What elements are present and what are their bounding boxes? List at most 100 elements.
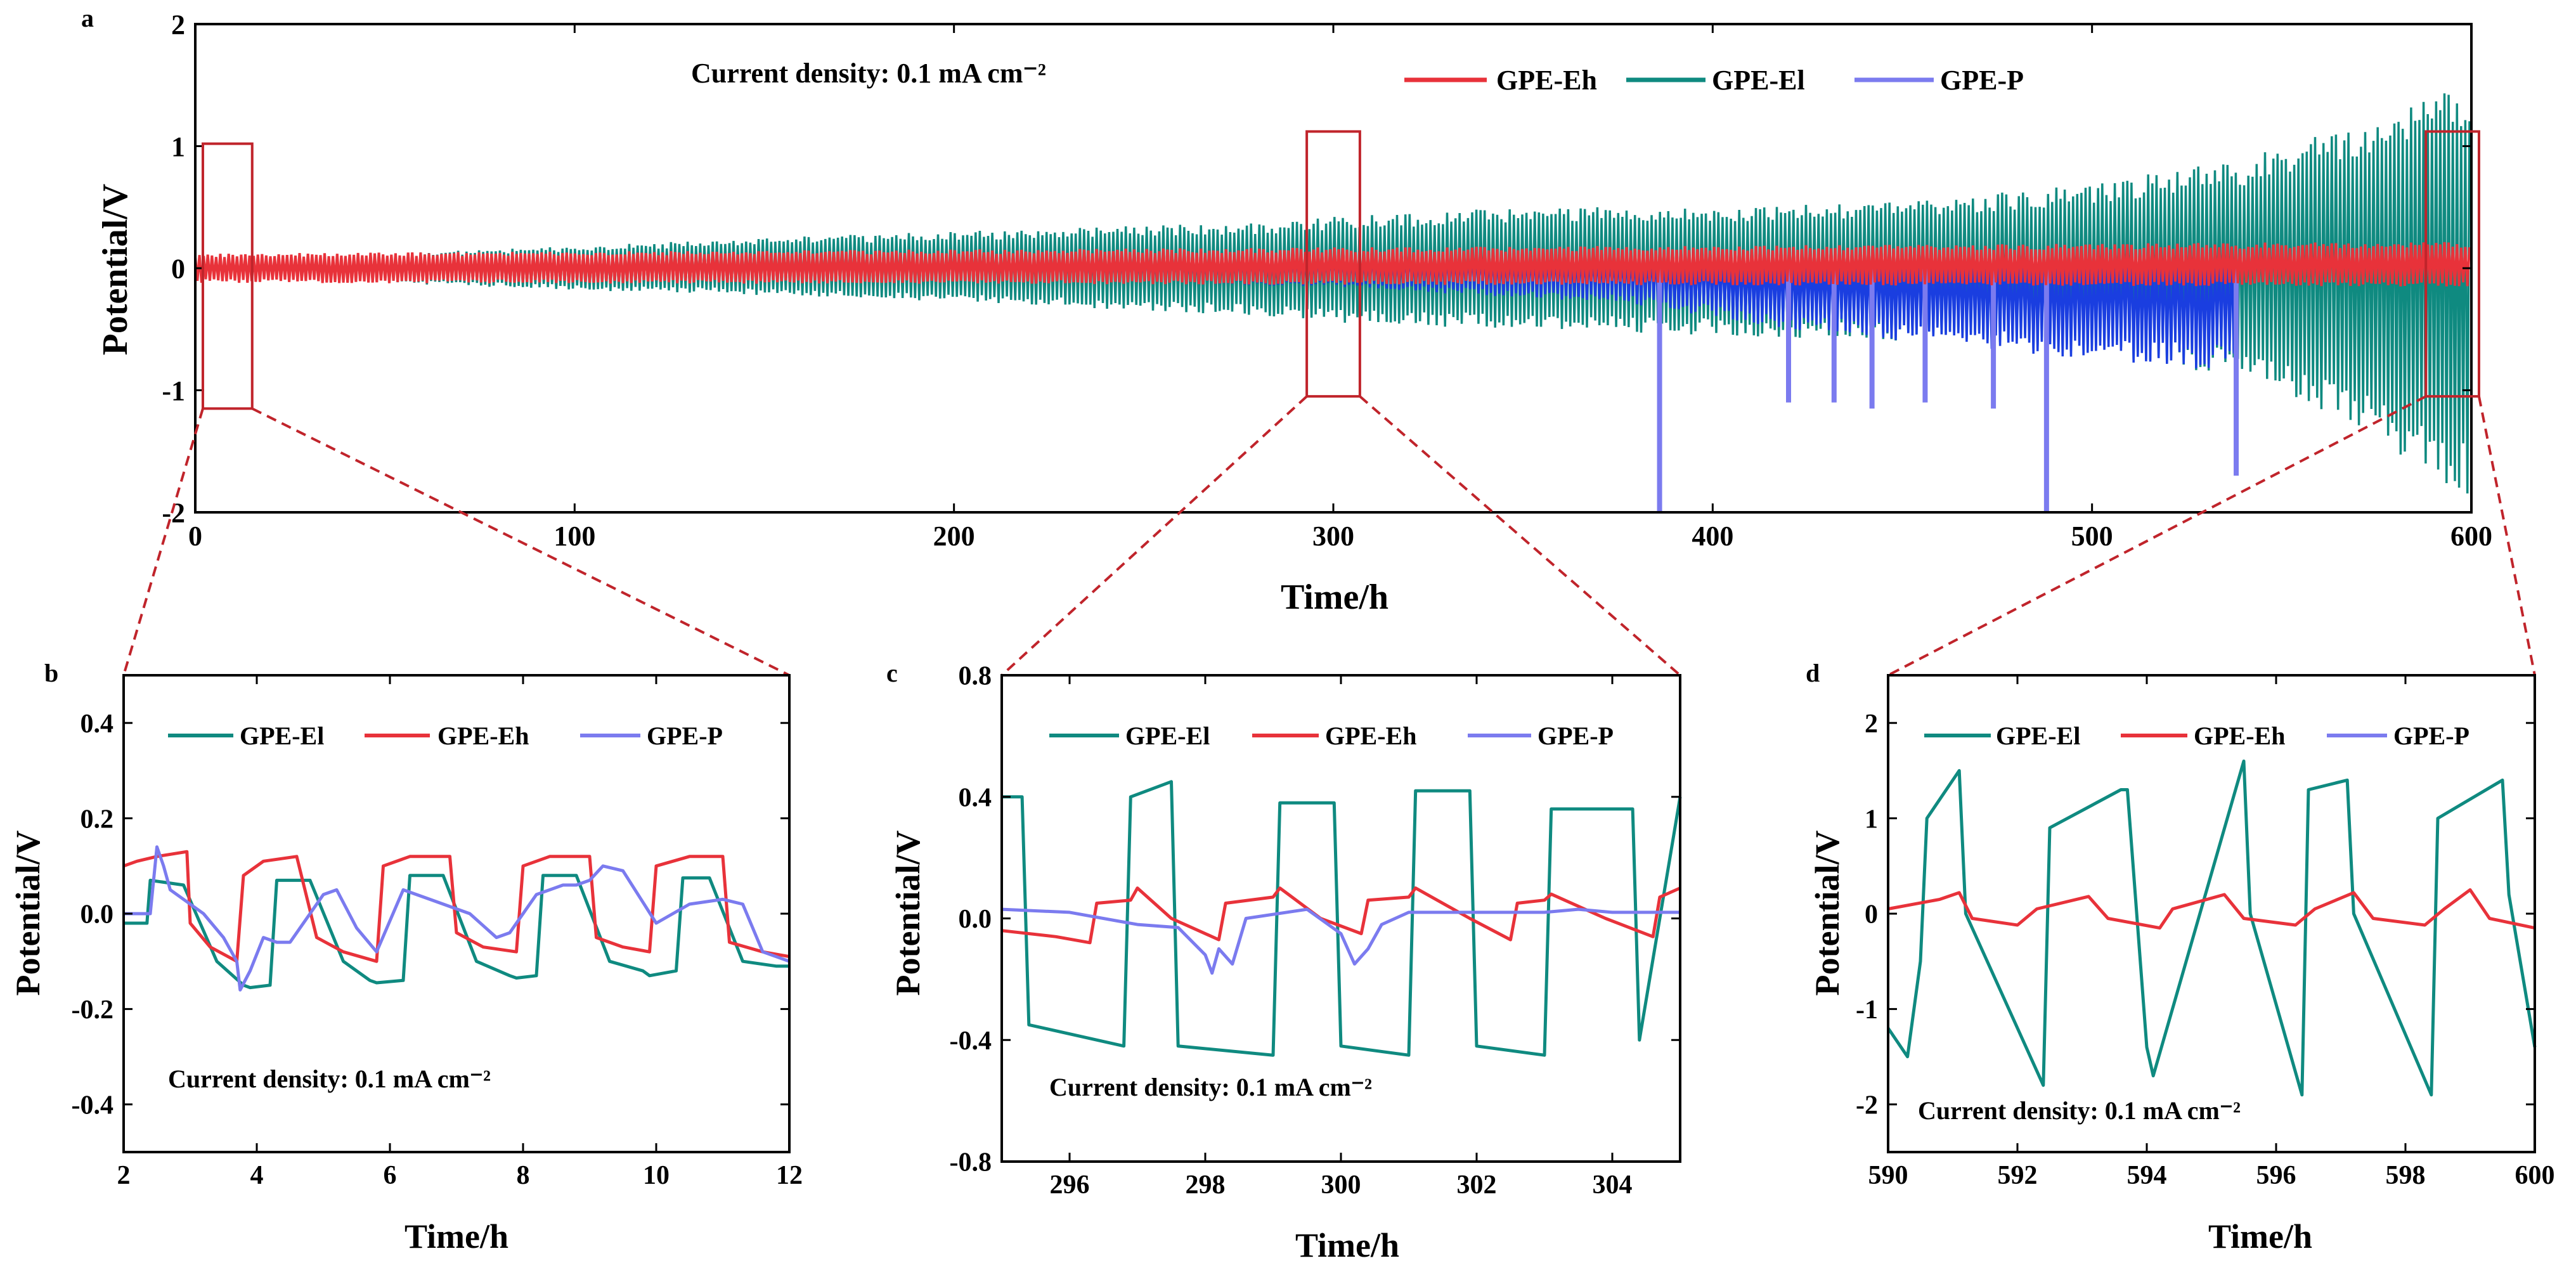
panel-b-ylabel: Potential/V [9,831,47,996]
panel-b-series-gpe-p [124,845,790,992]
panel-b-xtick-label: 12 [776,1161,803,1190]
panel-a-series-gpe-eh [194,242,2471,287]
panel-c-series-gpe-eh [1001,886,1681,945]
legend-b-eh-label: GPE-Eh [437,722,529,750]
panel-a-xtick-label: 100 [553,521,595,552]
panel-b: b 2 4 6 8 10 12 0.4 0.2 0.0 -0.2 -0.4 Time/h Poten… [9,659,803,1255]
panel-c-annotation: Current density: 0.1 mA cm⁻² [1049,1073,1372,1101]
panel-d: d 590 592 594 596 598 600 2 1 0 -1 -2 Time/h Poten… [1806,659,2555,1255]
legend-d-el-label: GPE-El [1996,722,2080,750]
panel-a-xtick-label: 600 [2450,521,2492,552]
panel-label-d: d [1806,659,1820,687]
panel-d-ytick-label: 0 [1865,900,1878,930]
panel-d-series-gpe-eh [1887,888,2535,930]
panel-c-ytick-label: 0.8 [959,662,992,691]
panel-c-xlabel: Time/h [1295,1226,1399,1264]
panel-d-annotation: Current density: 0.1 mA cm⁻² [1918,1096,2241,1125]
legend-c-p-label: GPE-P [1537,722,1614,750]
panel-d-ytick-label: -1 [1856,995,1878,1025]
zoom-connector-lines [122,395,2536,677]
legend-c-eh-label: GPE-Eh [1325,722,1416,750]
panel-b-ytick-label: 0.0 [81,900,114,930]
panel-c-xtick-label: 296 [1050,1170,1090,1200]
panel-b-xtick-label: 8 [517,1161,530,1190]
panel-d-xtick-label: 594 [2127,1161,2167,1190]
legend-a-p-label: GPE-P [1940,65,2024,96]
panel-b-annotation: Current density: 0.1 mA cm⁻² [168,1065,491,1093]
legend-a-el-label: GPE-El [1712,65,1805,96]
legend-d-p-label: GPE-P [2393,722,2469,750]
zoom-connector-right-2 [1359,395,1681,677]
panel-c: c 296 298 300 302 304 0.8 0.4 0.0 -0.4 -0.8 Time/… [886,659,1682,1264]
panel-a-xtick-label: 300 [1312,521,1354,552]
legend-a-eh-label: GPE-Eh [1496,65,1597,96]
panel-b-ytick-label: -0.2 [72,995,114,1025]
panel-a-ylabel: Potential/V [96,184,135,356]
panel-d-plot-area: 590 592 594 596 598 600 2 1 0 -1 -2 [1856,674,2555,1190]
panel-a-zoom-box-2 [1305,130,1361,398]
panel-label-c: c [886,659,898,687]
panel-b-xtick-label: 6 [384,1161,397,1190]
panel-b-ytick-label: 0.4 [81,710,114,739]
panel-c-plot-area: 296 298 300 302 304 0.8 0.4 0.0 -0.4 -0.8 [950,662,1682,1200]
panel-d-xtick-label: 600 [2515,1161,2555,1190]
legend-b-el-label: GPE-El [240,722,324,750]
panel-c-ytick-label: 0.0 [959,905,992,934]
panel-b-series-gpe-eh [123,850,790,963]
panel-d-ytick-label: -2 [1856,1091,1878,1120]
panel-c-xtick-label: 300 [1321,1170,1361,1200]
panel-label-b: b [44,659,58,687]
legend-b-p-label: GPE-P [647,722,723,750]
legend-c-el-label: GPE-El [1125,722,1210,750]
panel-d-series-gpe-el [1886,759,2537,1097]
panel-a-zoom-box-1 [201,142,254,410]
panel-c-ylabel: Potential/V [889,831,927,996]
panel-d-ytick-label: 2 [1865,710,1878,739]
panel-c-series-gpe-p [1001,907,1680,975]
zoom-connector-left-3 [1887,395,2427,677]
panel-a-ytick-label: -1 [162,375,185,406]
panel-d-xtick-label: 596 [2256,1161,2296,1190]
panel-a-ytick-label: -2 [162,497,185,528]
panel-d-ytick-label: 1 [1865,805,1878,834]
zoom-connector-right-1 [251,407,790,677]
panel-a-xlabel: Time/h [1281,578,1388,617]
panel-c-ytick-label: -0.8 [950,1148,992,1177]
panel-d-xtick-label: 590 [1868,1161,1908,1190]
panel-d-ylabel: Potential/V [1808,831,1846,996]
panel-c-ytick-label: 0.4 [959,783,992,812]
panel-a: a 0 100 200 300 400 500 600 2 1 0 -1 -2 Time/h Pote… [81,4,2492,617]
panel-a-plot-area: 0 100 200 300 400 500 600 2 1 0 -1 -2 [162,9,2492,552]
panel-b-ytick-label: -0.4 [72,1091,114,1120]
panel-b-xtick-label: 2 [117,1161,131,1190]
panel-c-xtick-label: 298 [1186,1170,1226,1200]
panel-a-ytick-label: 1 [171,131,185,162]
panel-d-xlabel: Time/h [2208,1217,2312,1255]
panel-c-xtick-label: 304 [1593,1170,1633,1200]
panel-c-xtick-label: 302 [1457,1170,1497,1200]
panel-a-xtick-label: 500 [2071,521,2113,552]
zoom-connector-right-3 [2478,396,2536,676]
panel-a-xtick-label: 200 [933,521,975,552]
panel-d-xtick-label: 592 [1998,1161,2038,1190]
panel-a-ytick-label: 0 [171,253,185,284]
panel-d-xtick-label: 598 [2386,1161,2426,1190]
panel-c-ytick-label: -0.4 [950,1027,992,1056]
zoom-connector-left-2 [1000,395,1308,677]
panel-b-legend: GPE-El GPE-Eh GPE-P [168,722,723,750]
panel-b-xtick-label: 4 [250,1161,264,1190]
panel-a-annotation: Current density: 0.1 mA cm⁻² [691,58,1046,89]
panel-b-ytick-label: 0.2 [81,805,114,834]
panel-b-xtick-label: 10 [643,1161,670,1190]
panel-d-legend: GPE-El GPE-Eh GPE-P [1924,722,2469,750]
panel-a-xtick-label: 400 [1692,521,1733,552]
panel-b-plot-area: 2 4 6 8 10 12 0.4 0.2 0.0 -0.2 -0.4 [72,674,803,1190]
zoom-connector-left-1 [122,408,204,676]
panel-b-xlabel: Time/h [405,1217,508,1255]
legend-d-eh-label: GPE-Eh [2194,722,2285,750]
panel-a-zoom-box-3 [2424,130,2480,398]
panel-label-a: a [81,4,94,32]
panel-c-legend: GPE-El GPE-Eh GPE-P [1049,722,1614,750]
panel-a-ytick-label: 2 [171,9,185,40]
